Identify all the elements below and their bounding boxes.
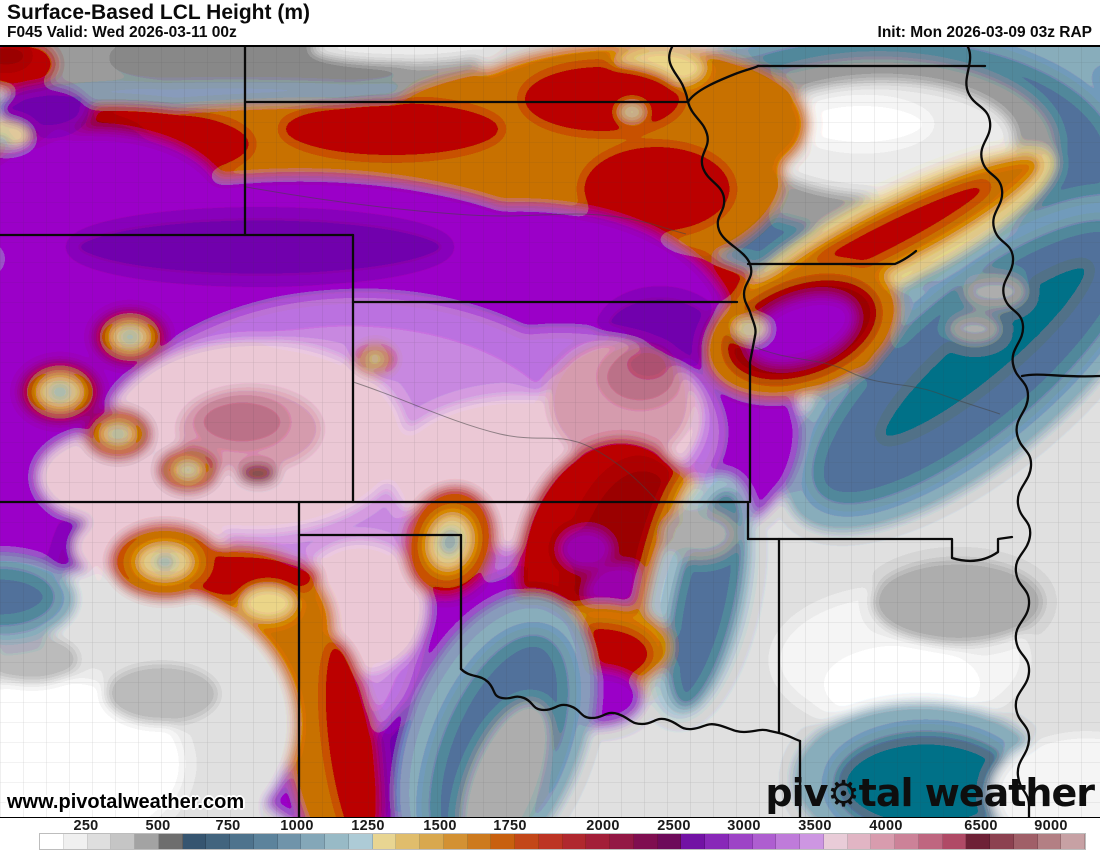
colorbar-cell [942, 834, 967, 849]
colorbar-cell [40, 834, 64, 849]
colorbar-tick-label: 4000 [869, 818, 903, 834]
colorbar-cell [87, 834, 112, 849]
colorbar-cell [752, 834, 777, 849]
colorbar-tick-label: 1250 [351, 818, 385, 834]
colorbar-cell [182, 834, 207, 849]
page-title: Surface-Based LCL Height (m) [7, 1, 310, 24]
colorbar-tick-label: 2500 [657, 818, 691, 834]
colorbar-cell [467, 834, 492, 849]
forecast-valid-time: F045 Valid: Wed 2026-03-11 00z [7, 24, 237, 41]
colorbar-cell [206, 834, 230, 849]
colorbar-cell [800, 834, 824, 849]
colorbar-cell [823, 834, 848, 849]
colorbar-cell [277, 834, 302, 849]
colorbar-cell [1013, 834, 1038, 849]
colorbar-tick-label: 250 [73, 818, 99, 834]
colorbar-cell [966, 834, 990, 849]
colorbar-tick-label: 1750 [493, 818, 527, 834]
colorbar-cell [325, 834, 349, 849]
colorbar-cell [158, 834, 183, 849]
map-canvas [0, 47, 1100, 817]
colorbar-cell [63, 834, 88, 849]
colorbar-cell [562, 834, 587, 849]
colorbar-cell [348, 834, 373, 849]
colorbar-tick-label: 6500 [964, 818, 998, 834]
colorbar-cell [491, 834, 515, 849]
model-init-time: Init: Mon 2026-03-09 03z RAP [877, 24, 1092, 41]
colorbar-tick-label: 9000 [1034, 818, 1068, 834]
colorbar-tick-label: 750 [215, 818, 241, 834]
colorbar-cell [1061, 834, 1085, 849]
logo-text-post: tal weather [858, 771, 1095, 815]
colorbar-cell [135, 834, 159, 849]
colorbar-cell [230, 834, 254, 849]
colorbar-cell [847, 834, 872, 849]
colorbar-tick-label: 1500 [423, 818, 457, 834]
colorbar-cell [895, 834, 919, 849]
colorbar-tick-label: 3500 [798, 818, 832, 834]
colorbar-cell [681, 834, 705, 849]
county-grid [0, 47, 1100, 817]
colorbar-cell [610, 834, 634, 849]
colorbar-cell [657, 834, 682, 849]
colorbar-cell [776, 834, 800, 849]
colorbar-cell [253, 834, 278, 849]
colorbar-scale [39, 833, 1086, 850]
colorbar-cell [705, 834, 729, 849]
colorbar-cell [586, 834, 610, 849]
state-borders [0, 47, 1100, 817]
lcl-height-map: www.pivotalweather.com piv⚙tal weather [0, 45, 1100, 818]
colorbar-legend: 250 500 750 1000 1250 1500 1750 2000 2500 3000 350… [0, 818, 1100, 850]
colorbar-cell [918, 834, 943, 849]
colorbar-cell [1037, 834, 1062, 849]
colorbar-cell [301, 834, 325, 849]
colorbar-cell [420, 834, 444, 849]
colorbar-cell [871, 834, 895, 849]
colorbar-cell [990, 834, 1014, 849]
colorbar-tick-label: 3000 [727, 818, 761, 834]
map-header: Surface-Based LCL Height (m) F045 Valid:… [0, 0, 1100, 45]
colorbar-cell [443, 834, 468, 849]
gear-icon: ⚙ [827, 774, 859, 815]
minor-rivers [245, 186, 1001, 505]
colorbar-tick-label: 1000 [280, 818, 314, 834]
watermark: www.pivotalweather.com [7, 791, 245, 813]
colorbar-cell [728, 834, 753, 849]
pivotal-weather-logo: piv⚙tal weather [765, 771, 1095, 815]
logo-text-pre: piv [765, 771, 828, 815]
colorbar-tick-label: 500 [145, 818, 171, 834]
colorbar-cell [515, 834, 539, 849]
colorbar-cell [633, 834, 658, 849]
colorbar-cell [396, 834, 420, 849]
colorbar-cell [111, 834, 135, 849]
colorbar-cell [538, 834, 563, 849]
colorbar-cell [372, 834, 397, 849]
colorbar-tick-label: 2000 [586, 818, 620, 834]
